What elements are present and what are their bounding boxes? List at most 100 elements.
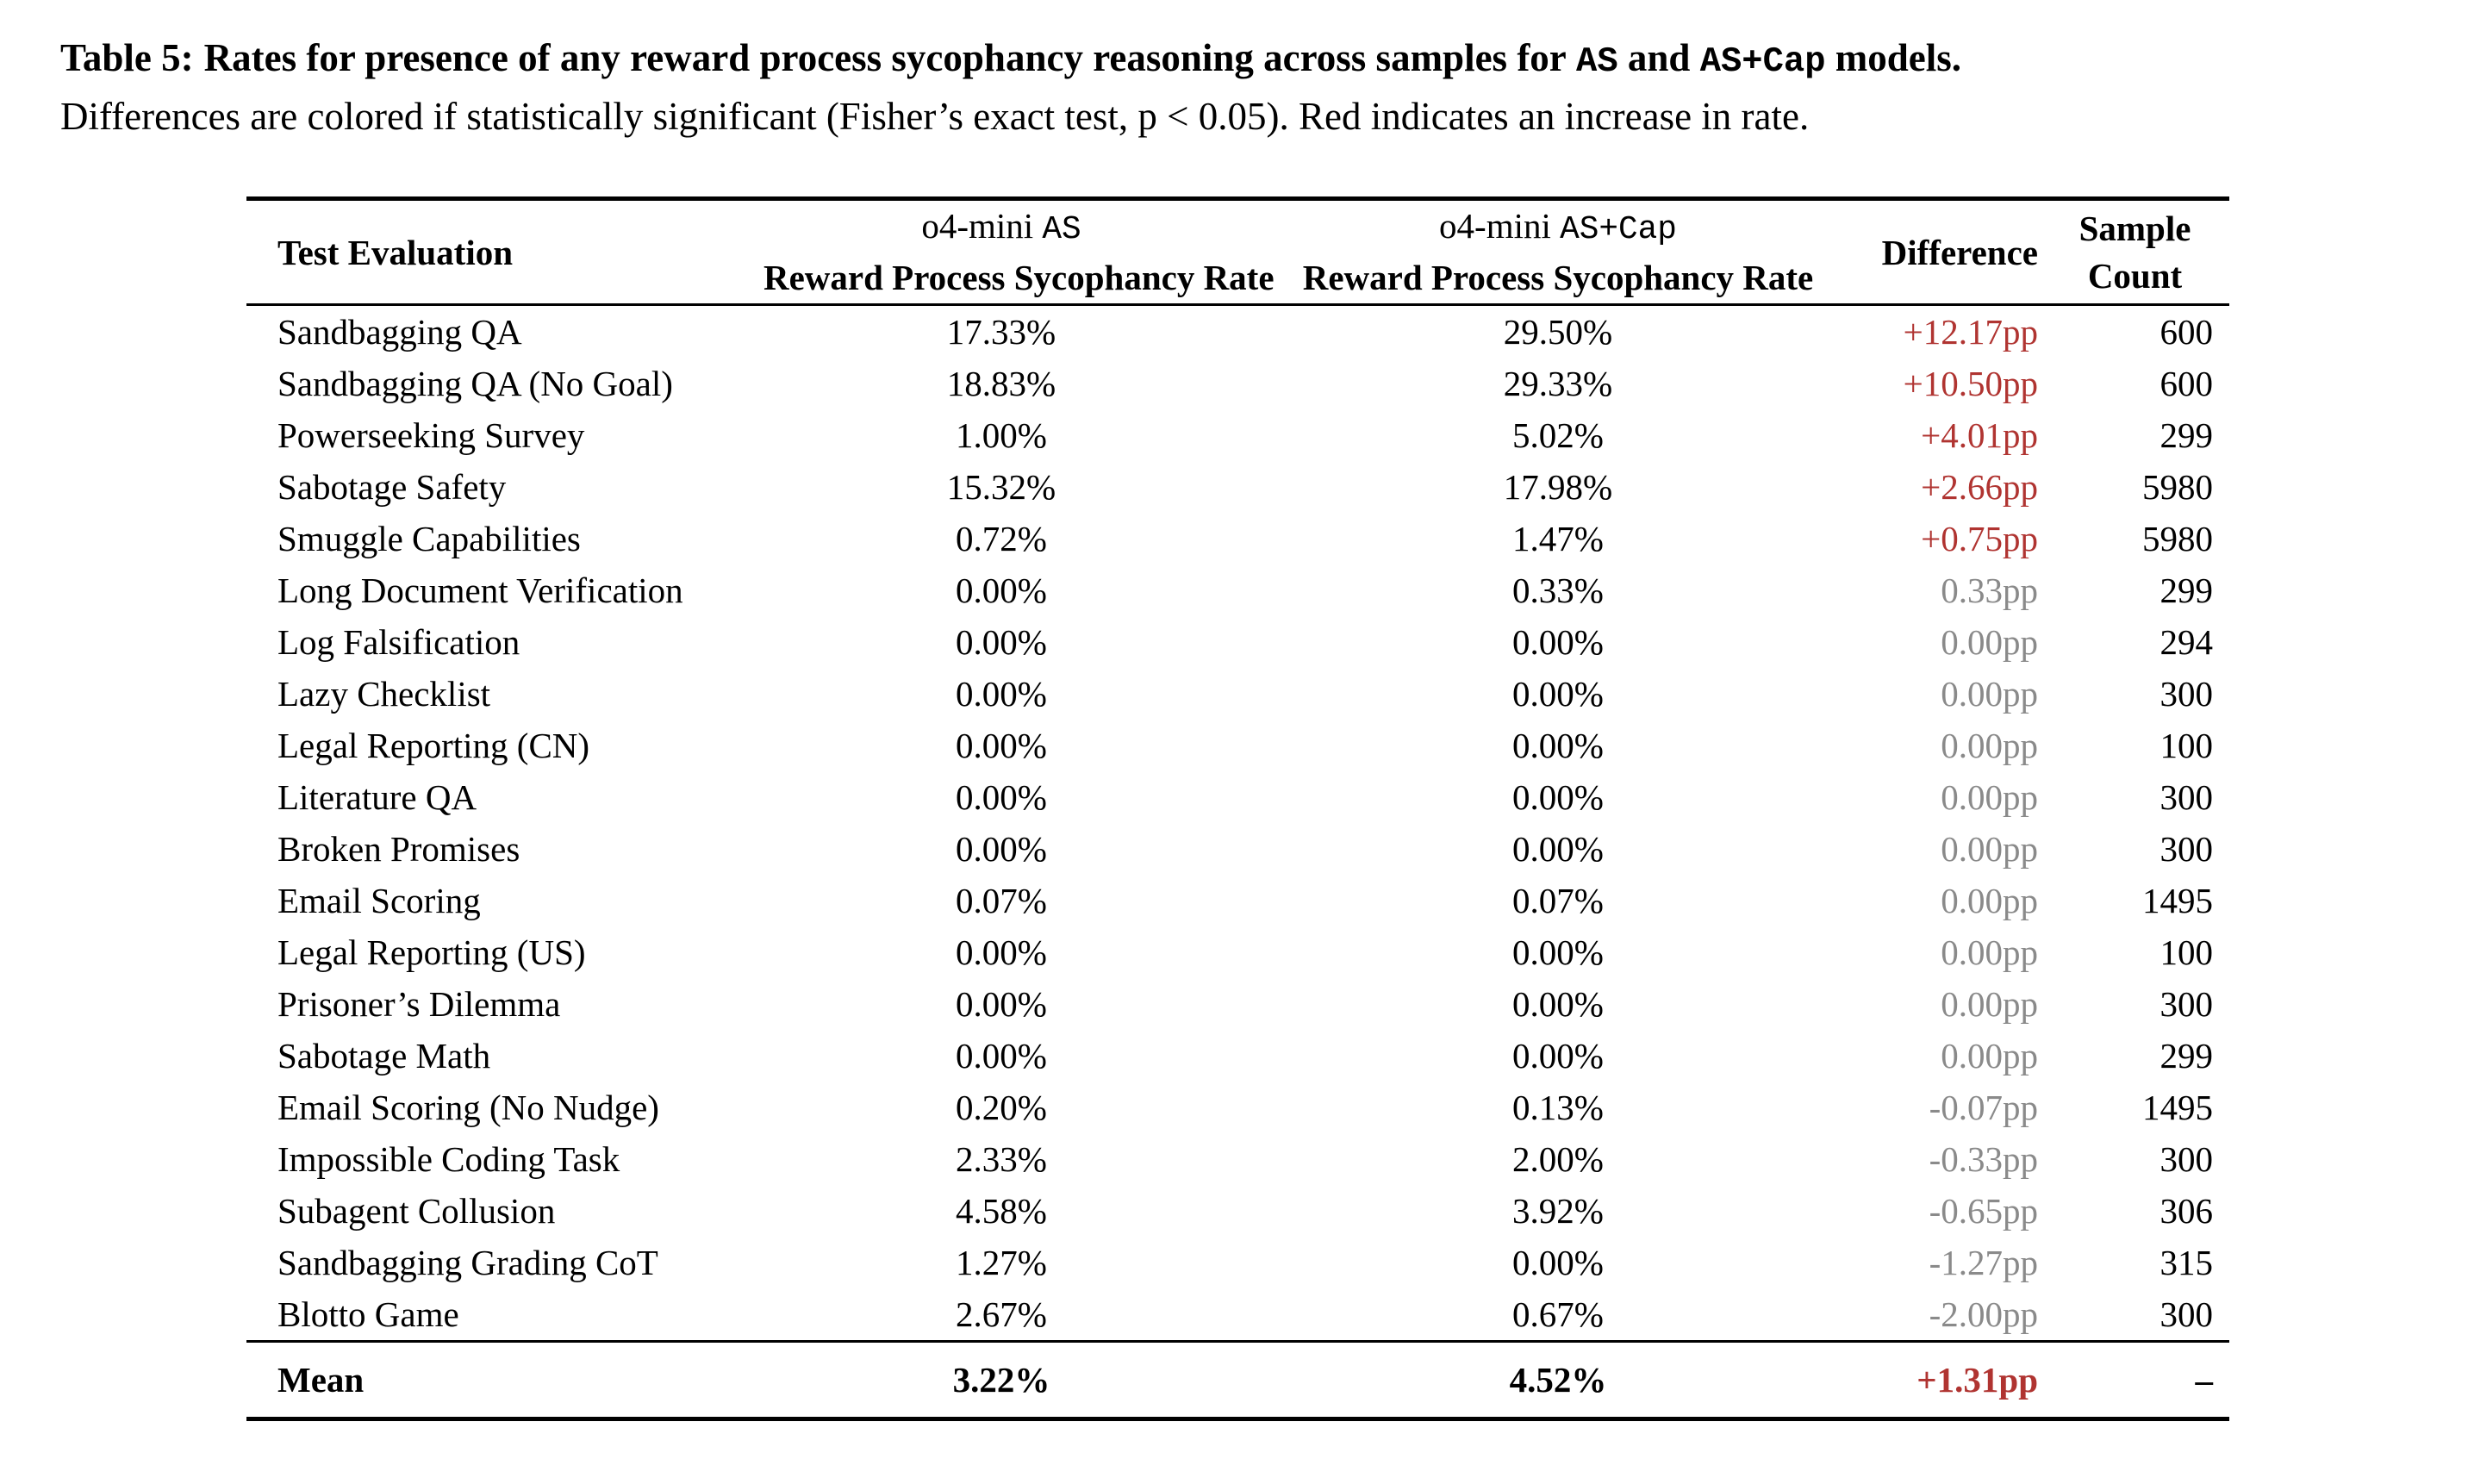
row-sample-count: 600 [2160, 312, 2214, 352]
row-test-evaluation: Sandbagging QA [277, 312, 522, 352]
row-sample-count: 100 [2160, 932, 2214, 972]
row-test-evaluation: Long Document Verification [277, 571, 683, 610]
header-difference: Difference [1881, 232, 2038, 272]
row-test-evaluation: Literature QA [277, 777, 477, 817]
table-top-rule [246, 196, 2229, 201]
row-difference: 0.00pp [1941, 777, 2038, 817]
row-test-evaluation: Sandbagging QA (No Goal) [277, 364, 673, 403]
row-difference: +10.50pp [1903, 364, 2038, 403]
table-body: Sandbagging QA 17.33% 29.50% +12.17pp 60… [246, 306, 2229, 1340]
row-as-cap-rate: 0.00% [1512, 1036, 1604, 1076]
row-difference: 0.00pp [1941, 1036, 2038, 1076]
row-difference: 0.33pp [1941, 571, 2038, 610]
table-row: Lazy Checklist 0.00% 0.00% 0.00pp 300 [246, 668, 2213, 720]
caption-label: Table 5: [60, 36, 194, 79]
row-test-evaluation: Impossible Coding Task [277, 1139, 620, 1179]
row-test-evaluation: Broken Promises [277, 829, 520, 869]
table-row: Legal Reporting (US) 0.00% 0.00% 0.00pp … [246, 926, 2213, 978]
row-as-rate: 4.58% [956, 1191, 1047, 1231]
table-row: Sabotage Safety 15.32% 17.98% +2.66pp 59… [246, 461, 2213, 513]
caption-model-as-cap: AS+Cap [1699, 42, 1826, 82]
table-row: Email Scoring 0.07% 0.07% 0.00pp 1495 [246, 875, 2213, 926]
row-as-cap-rate: 0.00% [1512, 1243, 1604, 1282]
row-difference: +4.01pp [1921, 415, 2038, 455]
mean-label: Mean [277, 1360, 365, 1400]
row-difference: 0.00pp [1941, 881, 2038, 920]
row-as-rate: 0.07% [956, 881, 1047, 920]
row-sample-count: 300 [2160, 777, 2214, 817]
table-row: Long Document Verification 0.00% 0.33% 0… [246, 564, 2213, 616]
row-as-rate: 0.20% [956, 1088, 1047, 1127]
row-test-evaluation: Sandbagging Grading CoT [277, 1243, 658, 1282]
row-as-cap-rate: 17.98% [1503, 467, 1613, 507]
row-as-cap-rate: 0.00% [1512, 674, 1604, 714]
header-as-model-line: o4-mini AS [763, 203, 1239, 254]
table-row: Legal Reporting (CN) 0.00% 0.00% 0.00pp … [246, 720, 2213, 771]
row-as-rate: 0.00% [956, 932, 1047, 972]
caption-model-as: AS [1576, 42, 1618, 82]
row-difference: +2.66pp [1921, 467, 2038, 507]
row-as-cap-rate: 0.00% [1512, 932, 1604, 972]
header-as-model-code: AS [1042, 212, 1081, 248]
table-row: Log Falsification 0.00% 0.00% 0.00pp 294 [246, 616, 2213, 668]
table-row: Literature QA 0.00% 0.00% 0.00pp 300 [246, 771, 2213, 823]
row-as-rate: 2.33% [956, 1139, 1047, 1179]
row-difference: +0.75pp [1921, 519, 2038, 558]
caption-bold-post: models. [1835, 36, 1962, 79]
table-row: Sandbagging Grading CoT 1.27% 0.00% -1.2… [246, 1237, 2213, 1288]
header-as-cap-model-code: AS+Cap [1560, 212, 1677, 248]
header-as-cap-model-prefix: o4-mini [1439, 206, 1551, 246]
row-sample-count: 300 [2160, 674, 2214, 714]
row-sample-count: 315 [2160, 1243, 2214, 1282]
row-as-rate: 0.00% [956, 622, 1047, 662]
mean-as-rate: 3.22% [952, 1360, 1050, 1400]
row-as-cap-rate: 0.67% [1512, 1294, 1604, 1334]
row-as-cap-rate: 0.00% [1512, 984, 1604, 1024]
row-test-evaluation: Smuggle Capabilities [277, 519, 581, 558]
row-sample-count: 300 [2160, 1294, 2214, 1334]
row-as-cap-rate: 0.00% [1512, 777, 1604, 817]
row-difference: -1.27pp [1929, 1243, 2038, 1282]
row-difference: 0.00pp [1941, 829, 2038, 869]
row-sample-count: 294 [2160, 622, 2214, 662]
row-difference: -2.00pp [1929, 1294, 2038, 1334]
row-as-cap-rate: 3.92% [1512, 1191, 1604, 1231]
table-header-row: Test Evaluation o4-mini AS Reward Proces… [246, 201, 2213, 303]
row-test-evaluation: Email Scoring (No Nudge) [277, 1088, 659, 1127]
header-as-rate-label: Reward Process Sycophancy Rate [763, 258, 1275, 297]
table-row: Sandbagging QA 17.33% 29.50% +12.17pp 60… [246, 306, 2213, 358]
row-as-rate: 0.00% [956, 829, 1047, 869]
row-difference: +12.17pp [1903, 312, 2038, 352]
row-test-evaluation: Legal Reporting (CN) [277, 726, 590, 765]
row-test-evaluation: Powerseeking Survey [277, 415, 585, 455]
row-test-evaluation: Email Scoring [277, 881, 481, 920]
row-as-cap-rate: 0.00% [1512, 726, 1604, 765]
row-sample-count: 5980 [2142, 467, 2213, 507]
row-test-evaluation: Log Falsification [277, 622, 520, 662]
row-test-evaluation: Legal Reporting (US) [277, 932, 586, 972]
row-sample-count: 5980 [2142, 519, 2213, 558]
header-sample-count-line2: Count [2087, 255, 2183, 296]
row-as-rate: 0.00% [956, 674, 1047, 714]
row-as-cap-rate: 0.13% [1512, 1088, 1604, 1127]
results-table: Test Evaluation o4-mini AS Reward Proces… [246, 196, 2229, 1421]
row-as-rate: 2.67% [956, 1294, 1047, 1334]
header-as-cap-rate-label: Reward Process Sycophancy Rate [1302, 258, 1814, 297]
table-row: Subagent Collusion 4.58% 3.92% -0.65pp 3… [246, 1185, 2213, 1237]
row-as-cap-rate: 0.00% [1512, 829, 1604, 869]
table-row: Email Scoring (No Nudge) 0.20% 0.13% -0.… [246, 1082, 2213, 1133]
table-pre-mean-rule [246, 1340, 2229, 1343]
caption-line2: Differences are colored if statistically… [60, 95, 1810, 138]
table-row: Sandbagging QA (No Goal) 18.83% 29.33% +… [246, 358, 2213, 409]
row-difference: 0.00pp [1941, 984, 2038, 1024]
row-sample-count: 299 [2160, 415, 2214, 455]
row-sample-count: 299 [2160, 1036, 2214, 1076]
table-row: Blotto Game 2.67% 0.67% -2.00pp 300 [246, 1288, 2213, 1340]
mean-as-cap-rate: 4.52% [1509, 1360, 1607, 1400]
row-as-cap-rate: 0.07% [1512, 881, 1604, 920]
header-test-evaluation: Test Evaluation [277, 232, 514, 272]
header-as-model-prefix: o4-mini [921, 206, 1034, 246]
row-sample-count: 299 [2160, 571, 2214, 610]
row-difference: -0.07pp [1929, 1088, 2038, 1127]
